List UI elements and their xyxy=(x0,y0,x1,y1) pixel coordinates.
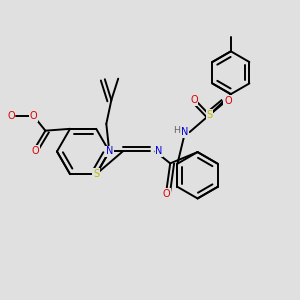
Text: S: S xyxy=(93,169,99,179)
Text: O: O xyxy=(32,146,39,156)
Text: H: H xyxy=(173,126,180,135)
Text: O: O xyxy=(190,95,198,105)
Text: O: O xyxy=(224,96,232,106)
Text: N: N xyxy=(155,146,163,157)
Text: N: N xyxy=(182,127,189,137)
Text: O: O xyxy=(30,111,37,121)
Text: O: O xyxy=(7,111,15,121)
Text: S: S xyxy=(206,110,212,120)
Text: O: O xyxy=(163,189,170,199)
Text: N: N xyxy=(106,146,113,157)
